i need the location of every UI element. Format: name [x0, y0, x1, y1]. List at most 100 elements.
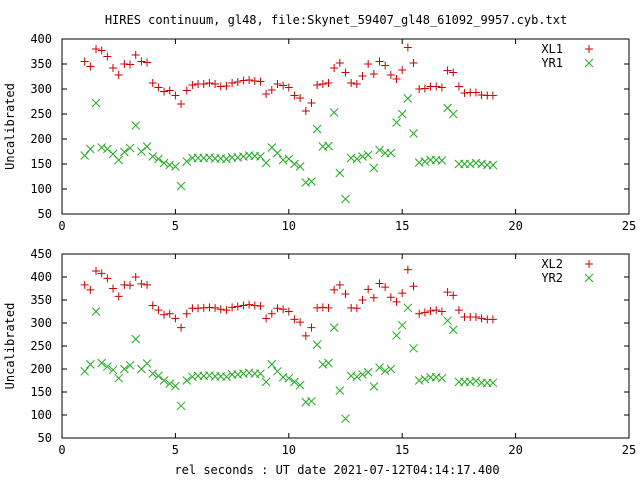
data-point-yr2	[256, 369, 265, 378]
data-point-yr2	[437, 373, 447, 383]
data-point-xl1	[211, 80, 220, 88]
data-point-yr2	[182, 376, 192, 385]
data-point-xl2	[415, 309, 424, 318]
y-tick-label: 150	[30, 157, 52, 171]
data-point-xl1	[432, 82, 441, 91]
data-point-xl1	[313, 81, 322, 89]
data-point-yr1	[256, 152, 265, 161]
data-point-xl2	[211, 303, 220, 312]
data-point-yr1	[273, 148, 282, 158]
data-point-yr2	[431, 372, 441, 382]
data-point-xl2	[262, 314, 271, 323]
plot-frame	[61, 38, 630, 215]
legend-label: XL2	[541, 257, 563, 271]
data-point-xl2	[86, 285, 95, 294]
data-point-yr2	[335, 386, 345, 395]
data-point-xl2	[279, 305, 288, 314]
y-tick-label: 100	[30, 408, 52, 422]
data-point-yr2	[392, 331, 401, 340]
data-point-yr1	[97, 143, 107, 152]
data-point-yr2	[414, 376, 424, 385]
legend-marker	[584, 58, 594, 68]
data-point-yr2	[159, 376, 169, 385]
data-point-xl1	[126, 60, 135, 69]
data-point-xl2	[256, 301, 265, 310]
data-point-xl2	[403, 265, 412, 274]
legend-label: YR1	[541, 56, 563, 70]
data-point-yr2	[307, 396, 316, 406]
data-point-yr2	[171, 381, 180, 391]
data-point-yr1	[171, 162, 180, 171]
data-point-yr1	[312, 124, 322, 134]
data-point-xl2	[245, 300, 254, 309]
data-point-xl2	[182, 309, 191, 318]
x-axis-label: rel seconds : UT date 2021-07-12T04:14:1…	[174, 463, 499, 477]
data-point-yr2	[358, 370, 367, 379]
y-tick-label: 250	[30, 339, 52, 353]
data-point-yr2	[471, 376, 481, 386]
data-point-xl2	[386, 293, 395, 302]
data-point-xl1	[335, 59, 344, 67]
data-point-yr2	[341, 414, 350, 424]
data-point-xl1	[267, 86, 276, 94]
data-point-yr1	[165, 160, 175, 170]
data-point-xl2	[341, 290, 350, 299]
data-point-xl2	[177, 323, 186, 332]
data-point-yr1	[148, 152, 158, 161]
data-point-xl2	[239, 301, 248, 310]
data-point-xl1	[199, 80, 208, 88]
data-point-xl2	[296, 318, 305, 327]
data-point-xl1	[330, 64, 339, 72]
x-tick-label: 15	[395, 219, 409, 233]
data-point-yr2	[233, 370, 243, 379]
data-point-xl2	[143, 280, 152, 289]
data-point-xl2	[103, 274, 112, 283]
x-tick-label: 15	[395, 443, 409, 457]
data-point-xl2	[335, 280, 344, 289]
data-point-xl1	[222, 82, 231, 90]
data-point-xl1	[386, 71, 395, 79]
data-point-yr1	[239, 152, 248, 161]
data-point-xl2	[392, 297, 401, 306]
y-tick-label: 400	[30, 270, 52, 284]
data-point-xl1	[177, 100, 186, 108]
data-point-xl1	[318, 80, 327, 88]
data-point-yr2	[267, 360, 277, 369]
y-tick-label: 50	[38, 207, 52, 221]
data-point-xl1	[86, 62, 95, 71]
data-point-yr2	[80, 366, 90, 376]
data-point-xl2	[137, 279, 146, 288]
data-point-xl1	[341, 68, 350, 77]
y-tick-label: 300	[30, 82, 52, 96]
data-point-yr2	[91, 307, 101, 316]
data-point-yr1	[346, 153, 356, 163]
data-point-yr1	[290, 159, 299, 169]
data-point-xl1	[296, 94, 305, 102]
legend-marker	[585, 45, 593, 53]
y-tick-label: 150	[30, 385, 52, 399]
data-point-yr1	[352, 154, 362, 164]
data-point-xl2	[109, 284, 118, 293]
data-point-xl2	[364, 285, 373, 294]
data-point-xl2	[488, 315, 497, 324]
data-point-xl1	[284, 83, 293, 92]
data-point-yr2	[318, 360, 328, 369]
data-point-xl1	[233, 78, 242, 86]
data-point-yr2	[188, 372, 197, 382]
data-point-xl1	[488, 91, 497, 100]
data-point-xl2	[432, 306, 441, 315]
data-point-xl1	[262, 90, 271, 98]
data-point-xl2	[307, 323, 316, 332]
data-point-xl2	[477, 314, 486, 323]
data-point-xl2	[381, 283, 390, 292]
data-point-yr1	[477, 159, 486, 169]
data-point-xl1	[245, 76, 254, 84]
data-point-xl1	[358, 72, 367, 80]
chart-title: HIRES continuum, gl48, file:Skynet_59407…	[105, 13, 567, 27]
data-point-xl1	[103, 52, 112, 61]
y-tick-label: 300	[30, 316, 52, 330]
data-point-xl2	[131, 273, 140, 281]
data-point-yr1	[341, 194, 350, 204]
data-point-yr2	[397, 320, 407, 330]
